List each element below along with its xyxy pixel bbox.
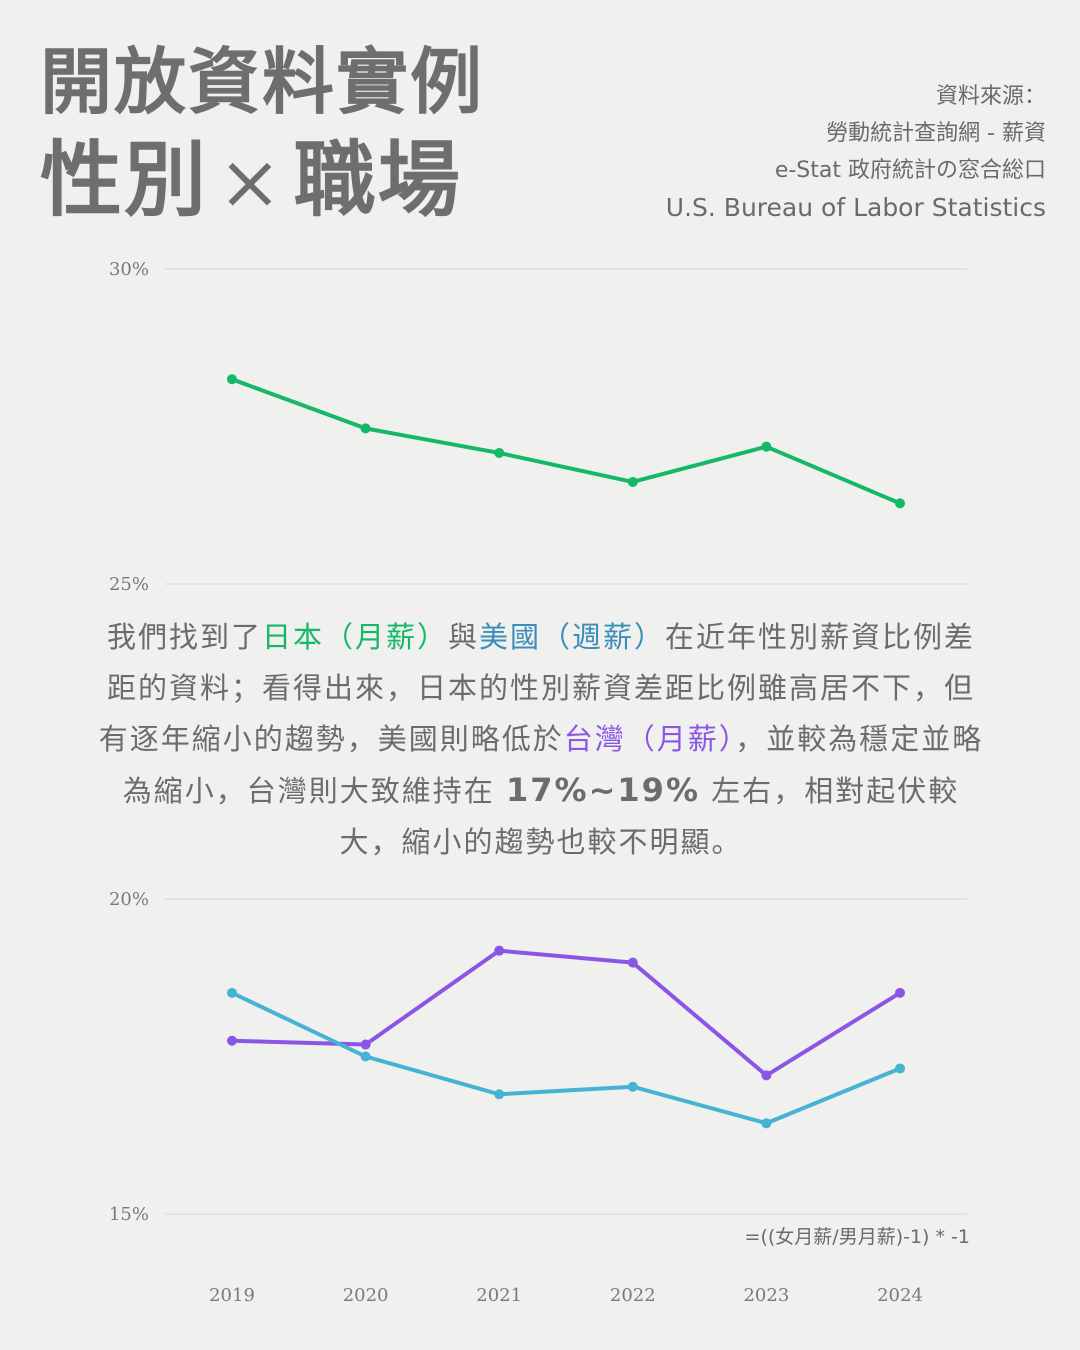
x-tick-label: 2020 <box>343 1285 389 1306</box>
chart-labels: 30% 25% 20% 15% 2019 2020 2021 2022 2023 2024 <box>109 259 923 1306</box>
data-sources: 資料來源： 勞動統計查詢網 - 薪資 e-Stat 政府統計の窓合総口 U.S.… <box>666 78 1046 226</box>
taiwan-data-point <box>494 945 505 956</box>
title-gender: 性別 <box>40 132 209 228</box>
taiwan-series-line <box>230 948 902 1078</box>
x-tick-label: 2023 <box>743 1285 789 1306</box>
range-value: 17%~19% <box>506 771 700 809</box>
japan-data-point <box>360 423 371 434</box>
formula-note: =((女月薪/男月薪)-1) * -1 <box>744 1226 970 1248</box>
title-times-sign: × <box>218 137 284 226</box>
title-line-1: 開放資料實例 <box>40 39 485 124</box>
japan-data-point <box>627 476 638 487</box>
page-title: 開放資料實例 性別 × 職場 <box>40 38 484 232</box>
narrative-part-2: 與 <box>447 620 479 654</box>
source-usa: U.S. Bureau of Labor Statistics <box>665 193 1046 222</box>
usa-data-point <box>494 1089 505 1100</box>
y-tick-label: 25% <box>109 574 149 595</box>
narrative-part-5: 左右，相對起伏較大，縮小的趨勢也較不明顯。 <box>339 774 960 859</box>
x-tick-label: 2021 <box>476 1285 522 1306</box>
x-tick-label: 2024 <box>877 1285 923 1306</box>
chart-grid <box>165 268 967 1215</box>
usa-highlight: 美國（週薪） <box>479 620 666 654</box>
japan-data-point <box>895 498 905 509</box>
y-tick-label: 20% <box>109 889 149 910</box>
japan-data-point <box>494 447 505 458</box>
source-japan: e-Stat 政府統計の窓合総口 <box>774 158 1046 183</box>
japan-series-line <box>230 377 902 506</box>
usa-data-point <box>761 1118 772 1129</box>
usa-series-line <box>230 990 902 1126</box>
x-tick-label: 2022 <box>610 1285 656 1306</box>
japan-data-point <box>761 441 772 452</box>
usa-data-point <box>360 1051 371 1062</box>
narrative-part-1: 我們找到了 <box>106 620 262 654</box>
narrative-part-3: 在近年性別薪資比例差距的資料；看得出來，日本的性別薪資差距比例雖高居不下，但有逐… <box>98 620 976 756</box>
x-tick-label: 2019 <box>209 1285 255 1306</box>
japan-data-point <box>227 374 237 385</box>
taiwan-data-point <box>627 957 638 968</box>
chart-series <box>227 374 905 1129</box>
taiwan-data-point <box>360 1039 371 1050</box>
source-taiwan: 勞動統計查詢網 - 薪資 <box>826 121 1046 146</box>
narrative-text: 我們找到了日本（月薪）與美國（週薪）在近年性別薪資比例差距的資料；看得出來，日本… <box>98 612 984 868</box>
y-tick-label: 15% <box>109 1204 149 1225</box>
y-tick-label: 30% <box>109 259 149 280</box>
taiwan-data-point <box>227 1035 237 1046</box>
sources-label: 資料來源： <box>935 84 1046 109</box>
taiwan-highlight: 台灣（月薪） <box>563 722 736 756</box>
usa-data-point <box>227 987 237 998</box>
usa-data-point <box>895 1063 905 1074</box>
taiwan-data-point <box>761 1070 772 1081</box>
taiwan-data-point <box>895 987 905 998</box>
narrative-part-4: ，並較為穩定並略為縮小，台灣則大致維持在 <box>122 722 984 808</box>
japan-highlight: 日本（月薪） <box>261 620 448 654</box>
title-line-2: 性別 × 職場 <box>40 130 484 232</box>
title-workplace: 職場 <box>293 132 462 228</box>
usa-data-point <box>627 1081 638 1092</box>
